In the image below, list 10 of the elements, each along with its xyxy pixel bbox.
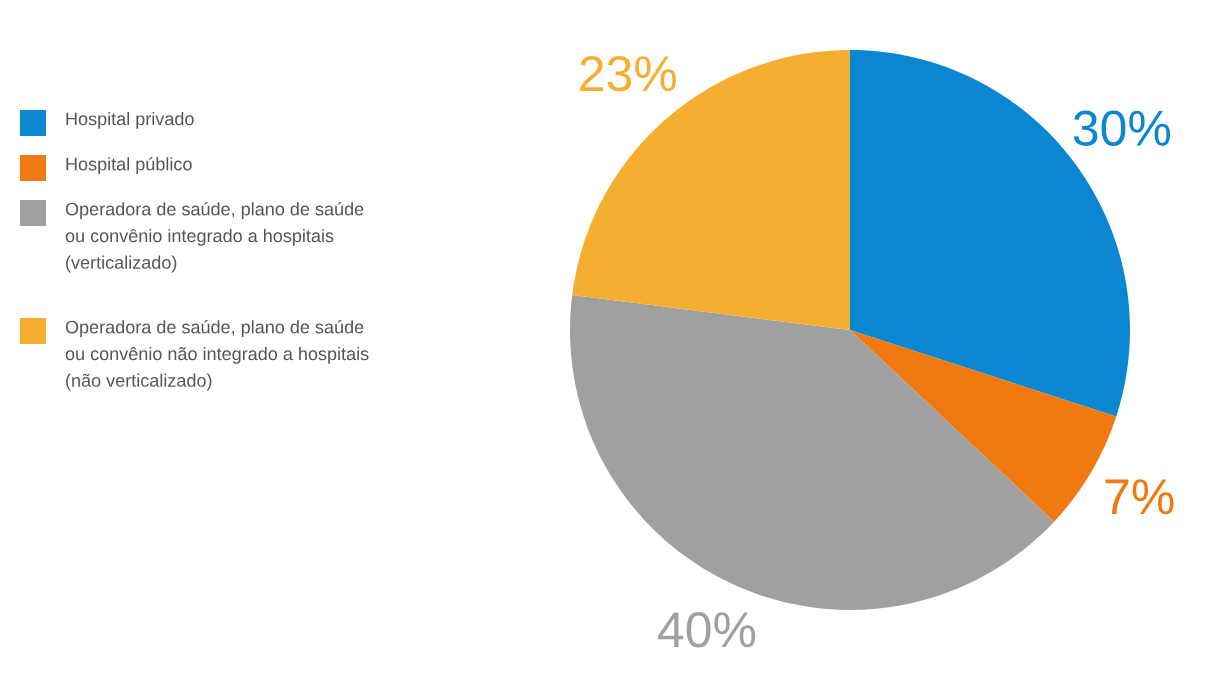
data-label: 23% xyxy=(580,55,677,92)
legend-label: Operadora de saúde, plano de saúde ou convênio integrado a hospitais (verticalizado) xyxy=(65,202,364,273)
data-label: 30% xyxy=(1073,110,1171,146)
pie-slice xyxy=(570,294,1055,610)
legend-label: Hospital público xyxy=(66,157,192,175)
pie-slice xyxy=(572,50,850,330)
data-label: 40% xyxy=(658,612,756,648)
data-label: 7% xyxy=(1105,479,1174,515)
legend-label: Operadora de saúde, plano de saúde ou convênio não integrado a hospitais (não verticalizado) xyxy=(65,320,369,391)
legend-label: Hospital privado xyxy=(66,112,194,129)
